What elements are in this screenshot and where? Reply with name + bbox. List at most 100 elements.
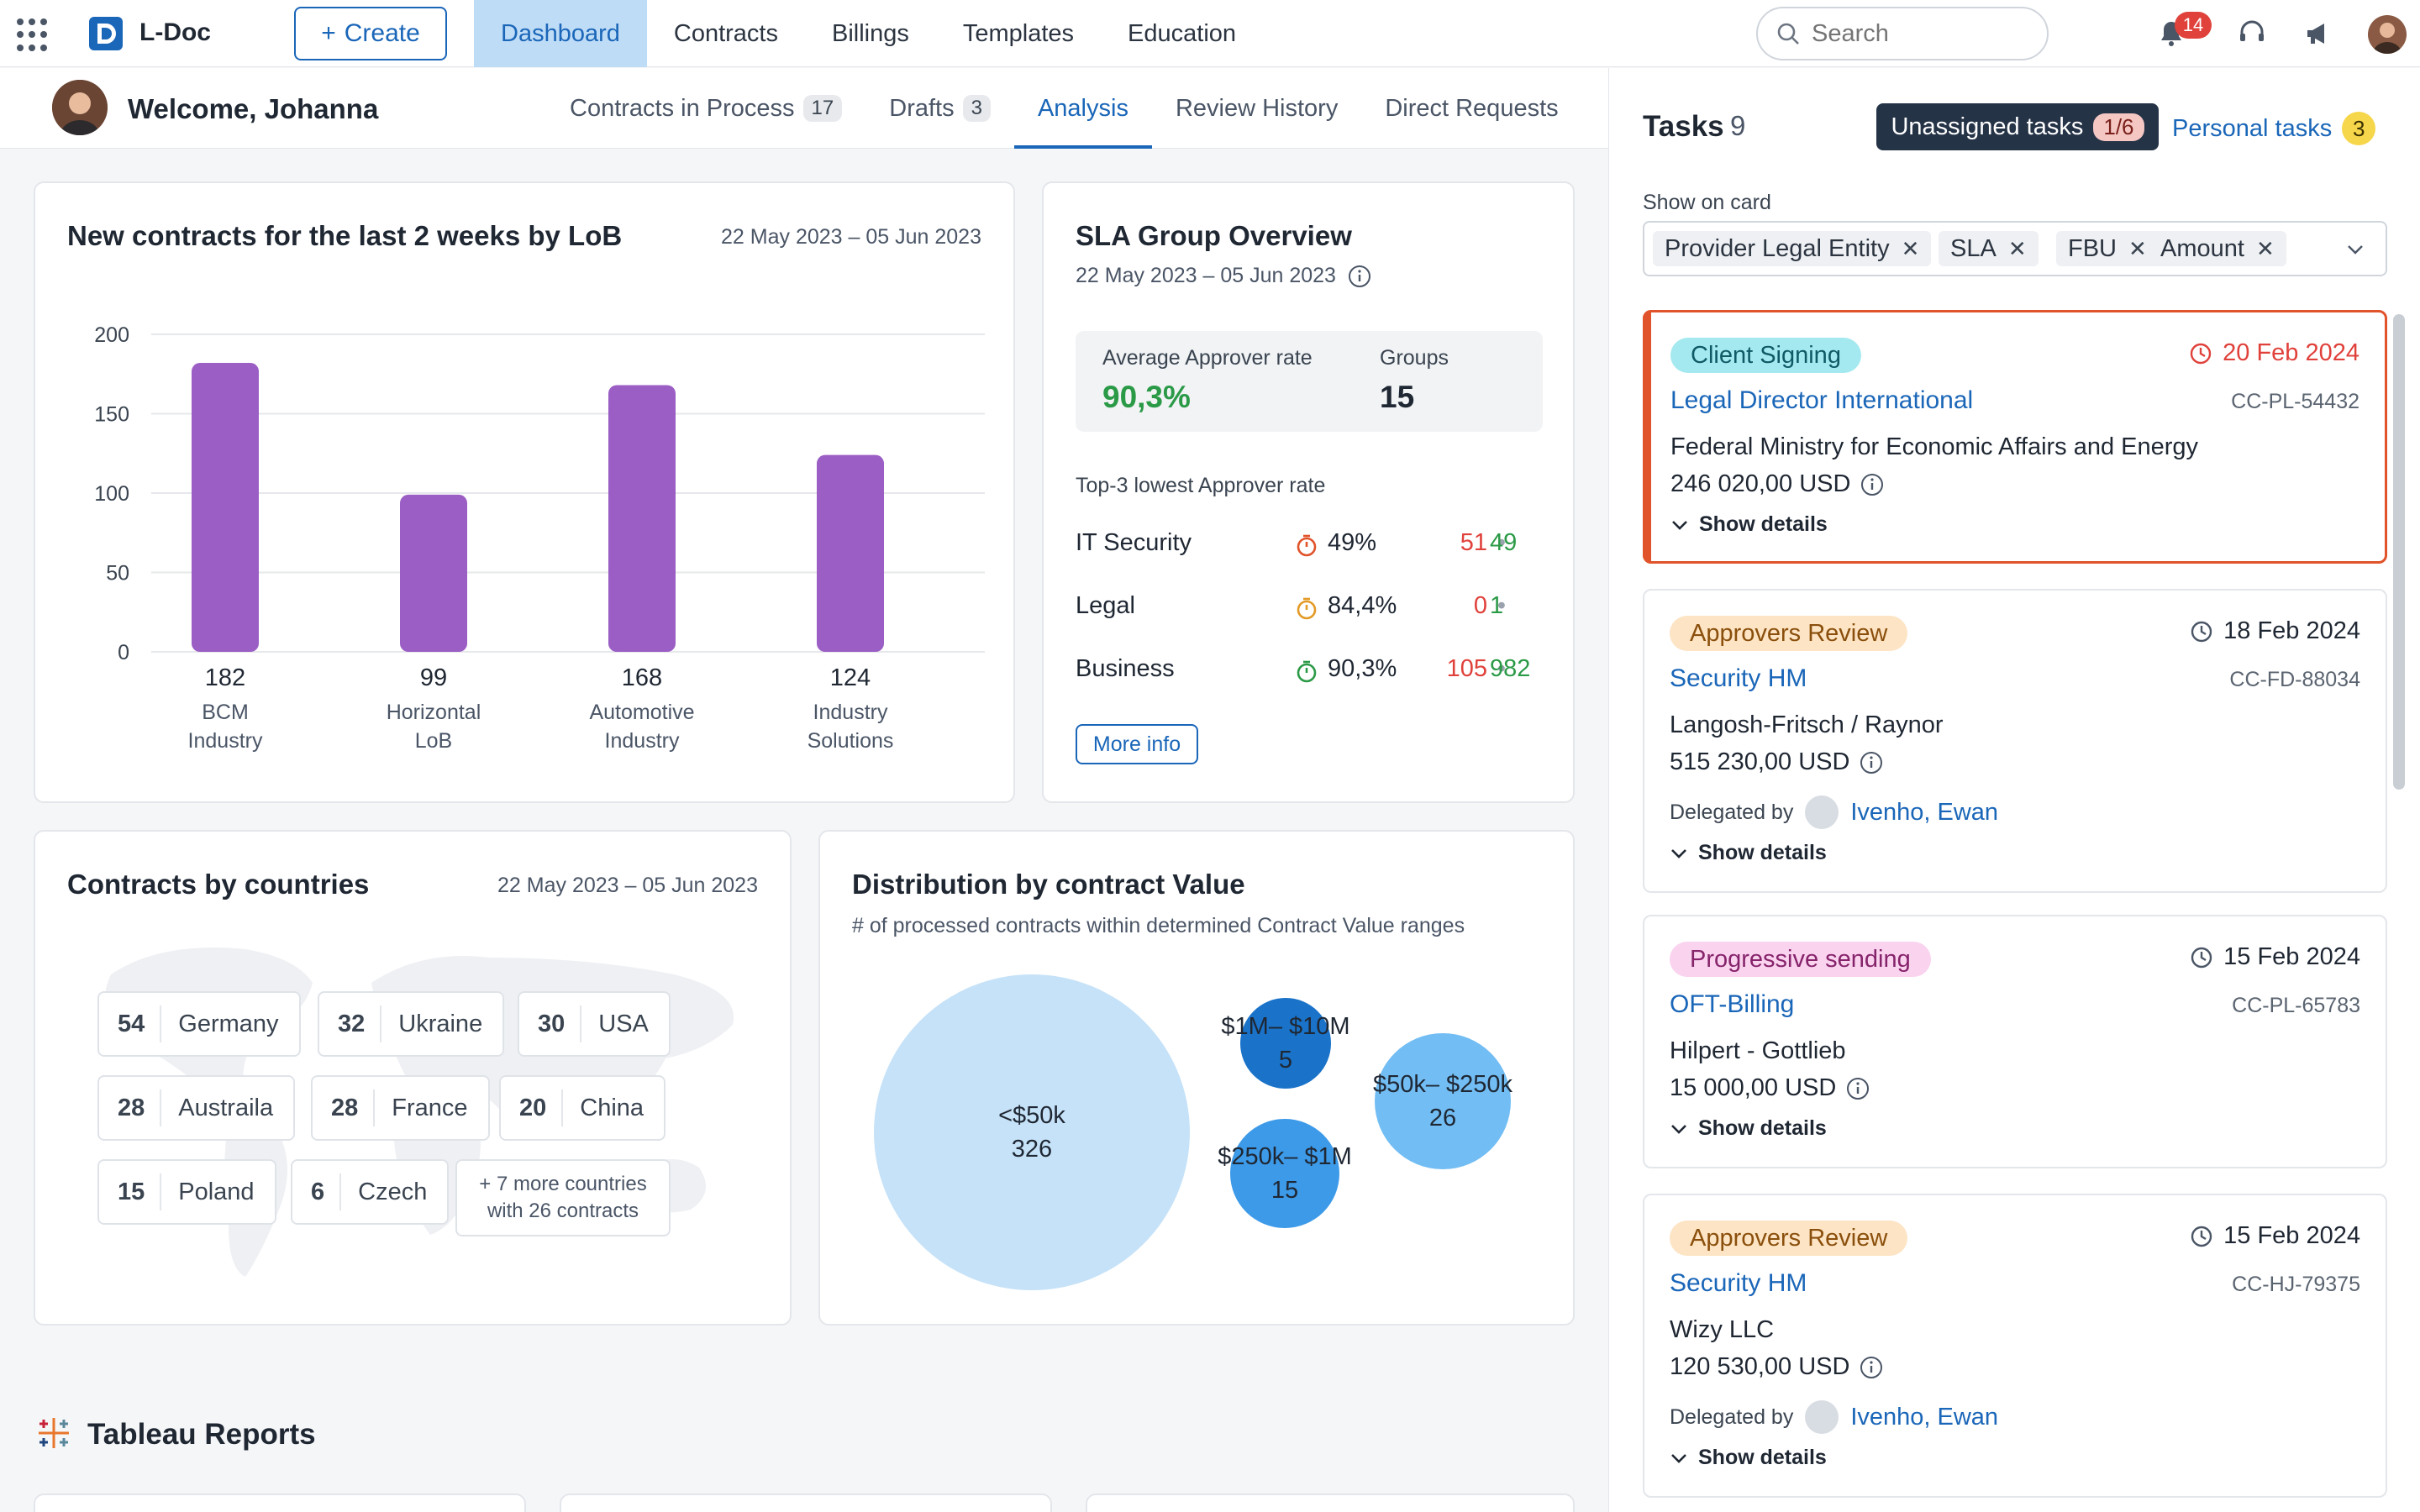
show-details-label: Show details [1698, 841, 1827, 864]
tab-review-history[interactable]: Review History [1152, 68, 1361, 149]
new-contracts-title: New contracts for the last 2 weeks by Lo… [67, 220, 623, 251]
delegator-name[interactable]: Ivenho, Ewan [1850, 798, 1999, 826]
tasks-title: Tasks [1643, 110, 1724, 143]
unassigned-tasks-tab[interactable]: Unassigned tasks 1/6 [1876, 103, 2159, 150]
tasks-scrollbar[interactable] [2393, 314, 2405, 790]
show-details-toggle[interactable]: Show details [1670, 512, 1828, 537]
task-card[interactable]: Approvers Review 18 Feb 2024 Security HM CC… [1643, 589, 2387, 893]
tab-direct-requests[interactable]: Direct Requests [1361, 68, 1581, 149]
personal-tasks-tab[interactable]: Personal tasks 3 [2172, 112, 2376, 145]
task-due-date: 18 Feb 2024 [2190, 617, 2360, 645]
nav-item-dashboard[interactable]: Dashboard [474, 0, 647, 67]
nav-item-contracts[interactable]: Contracts [673, 19, 778, 47]
country-chip[interactable]: 30 USA [518, 991, 671, 1057]
task-card[interactable]: Approvers Review 15 Feb 2024 Security HM CC… [1643, 1194, 2387, 1498]
nav-item-billings[interactable]: Billings [831, 19, 909, 47]
task-title-link[interactable]: Security HM [1670, 664, 1807, 692]
create-label: Create [344, 19, 420, 47]
task-title-link[interactable]: OFT-Billing [1670, 990, 1795, 1018]
tab-drafts[interactable]: Drafts 3 [865, 68, 1014, 149]
tab-analysis[interactable]: Analysis [1013, 68, 1152, 149]
show-details-toggle[interactable]: Show details [1670, 1116, 1827, 1141]
more-info-button[interactable]: More info [1076, 724, 1198, 764]
megaphone-icon[interactable] [2302, 17, 2336, 50]
country-chip[interactable]: 54 Germany [97, 991, 301, 1057]
sla-ontime-count: 1 [1490, 592, 1504, 619]
task-card[interactable]: Client Signing 20 Feb 2024 Legal Director … [1643, 310, 2387, 564]
info-icon[interactable] [1860, 1356, 1883, 1379]
search-input[interactable] [1812, 19, 2030, 48]
sla-row[interactable]: IT Security 49% 51 • 49 [1076, 529, 1546, 563]
remove-chip-icon[interactable]: ✕ [2255, 235, 2275, 261]
chevron-down-icon [1671, 1453, 1686, 1463]
x-category-label: BCM [202, 701, 249, 724]
sla-rate: 90,3% [1328, 655, 1397, 682]
sla-row[interactable]: Legal 84,4% 0 • 1 [1076, 592, 1546, 626]
tab-contracts-in-process[interactable]: Contracts in Process 17 [546, 68, 865, 149]
tableau-report-card[interactable] [1086, 1494, 1575, 1512]
remove-chip-icon[interactable]: ✕ [1901, 235, 1920, 261]
bar[interactable] [192, 363, 259, 652]
user-avatar[interactable] [2368, 15, 2407, 54]
task-title-link[interactable]: Legal Director International [1670, 386, 1974, 414]
value-bubble[interactable]: <$50k 326 [874, 974, 1190, 1290]
country-chip[interactable]: 15 Poland [97, 1159, 276, 1225]
tableau-report-card[interactable] [560, 1494, 1052, 1512]
show-details-toggle[interactable]: Show details [1670, 841, 1827, 865]
tasks-panel: Tasks 9 Unassigned tasks 1/6 Personal ta… [1608, 68, 2420, 1512]
country-chip[interactable]: 28 Austraila [97, 1075, 296, 1141]
info-icon[interactable] [1846, 1077, 1870, 1100]
info-icon[interactable] [1860, 473, 1884, 496]
info-icon[interactable] [1860, 751, 1883, 774]
country-name: China [580, 1094, 644, 1121]
bar-value-label: 182 [205, 664, 245, 691]
show-details-toggle[interactable]: Show details [1670, 1446, 1827, 1470]
value-bubble[interactable]: $250k– $1M 15 [1218, 1119, 1352, 1228]
distribution-title: Distribution by contract Value [852, 869, 1245, 900]
task-amount-value: 15 000,00 USD [1670, 1074, 1837, 1101]
tableau-report-card[interactable] [34, 1494, 526, 1512]
bar[interactable] [817, 454, 884, 652]
x-category-label: Industry [605, 729, 680, 753]
due-date-text: 15 Feb 2024 [2223, 1222, 2360, 1249]
value-bubble[interactable]: $50k– $250k 26 [1373, 1033, 1512, 1169]
delegator-name[interactable]: Ivenho, Ewan [1850, 1403, 1999, 1431]
x-category-label: Solutions [808, 729, 894, 753]
task-amount-value: 246 020,00 USD [1670, 470, 1851, 497]
country-count: 54 [99, 1005, 162, 1042]
l-doc-logo-icon [89, 17, 123, 50]
more-countries-chip[interactable]: + 7 more countries with 26 contracts [455, 1159, 671, 1236]
bar[interactable] [608, 385, 676, 652]
country-name: Poland [178, 1178, 255, 1205]
create-button[interactable]: + Create [294, 7, 447, 60]
delegator-avatar [1805, 795, 1839, 829]
country-chip[interactable]: 32 Ukraine [318, 991, 505, 1057]
card-fields-select[interactable]: Provider Legal Entity ✕ SLA ✕ FBU ✕ Amount ✕ [1643, 221, 2387, 276]
remove-chip-icon[interactable]: ✕ [2128, 235, 2147, 261]
headset-icon[interactable] [2235, 17, 2269, 50]
task-card[interactable]: Progressive sending 15 Feb 2024 OFT-Billin… [1643, 915, 2387, 1168]
country-chip[interactable]: 6 Czech [291, 1159, 450, 1225]
tab-count: 3 [962, 95, 991, 122]
sla-row[interactable]: Business 90,3% 105 • 982 [1076, 655, 1546, 689]
clock-icon [2191, 947, 2212, 968]
task-status-badge: Client Signing [1670, 338, 1861, 373]
country-chip[interactable]: 20 China [499, 1075, 666, 1141]
bar[interactable] [400, 494, 467, 652]
country-count: 28 [99, 1089, 162, 1126]
value-bubble[interactable]: $1M– $10M 5 [1221, 998, 1350, 1089]
apps-grid-icon[interactable] [17, 18, 50, 52]
due-date-text: 18 Feb 2024 [2223, 617, 2360, 644]
chevron-down-icon[interactable] [2345, 239, 2365, 260]
info-icon[interactable] [1348, 265, 1371, 288]
country-name: Czech [358, 1178, 428, 1205]
bar-value-label: 168 [622, 664, 662, 691]
search-box[interactable] [1756, 7, 2049, 60]
field-chip: FBU ✕ [2056, 231, 2159, 266]
country-chip[interactable]: 28 France [311, 1075, 490, 1141]
bubble-count: 326 [1011, 1136, 1053, 1163]
nav-item-templates[interactable]: Templates [962, 19, 1075, 47]
task-title-link[interactable]: Security HM [1670, 1269, 1807, 1297]
nav-item-education[interactable]: Education [1128, 19, 1237, 47]
remove-chip-icon[interactable]: ✕ [2007, 235, 2027, 261]
